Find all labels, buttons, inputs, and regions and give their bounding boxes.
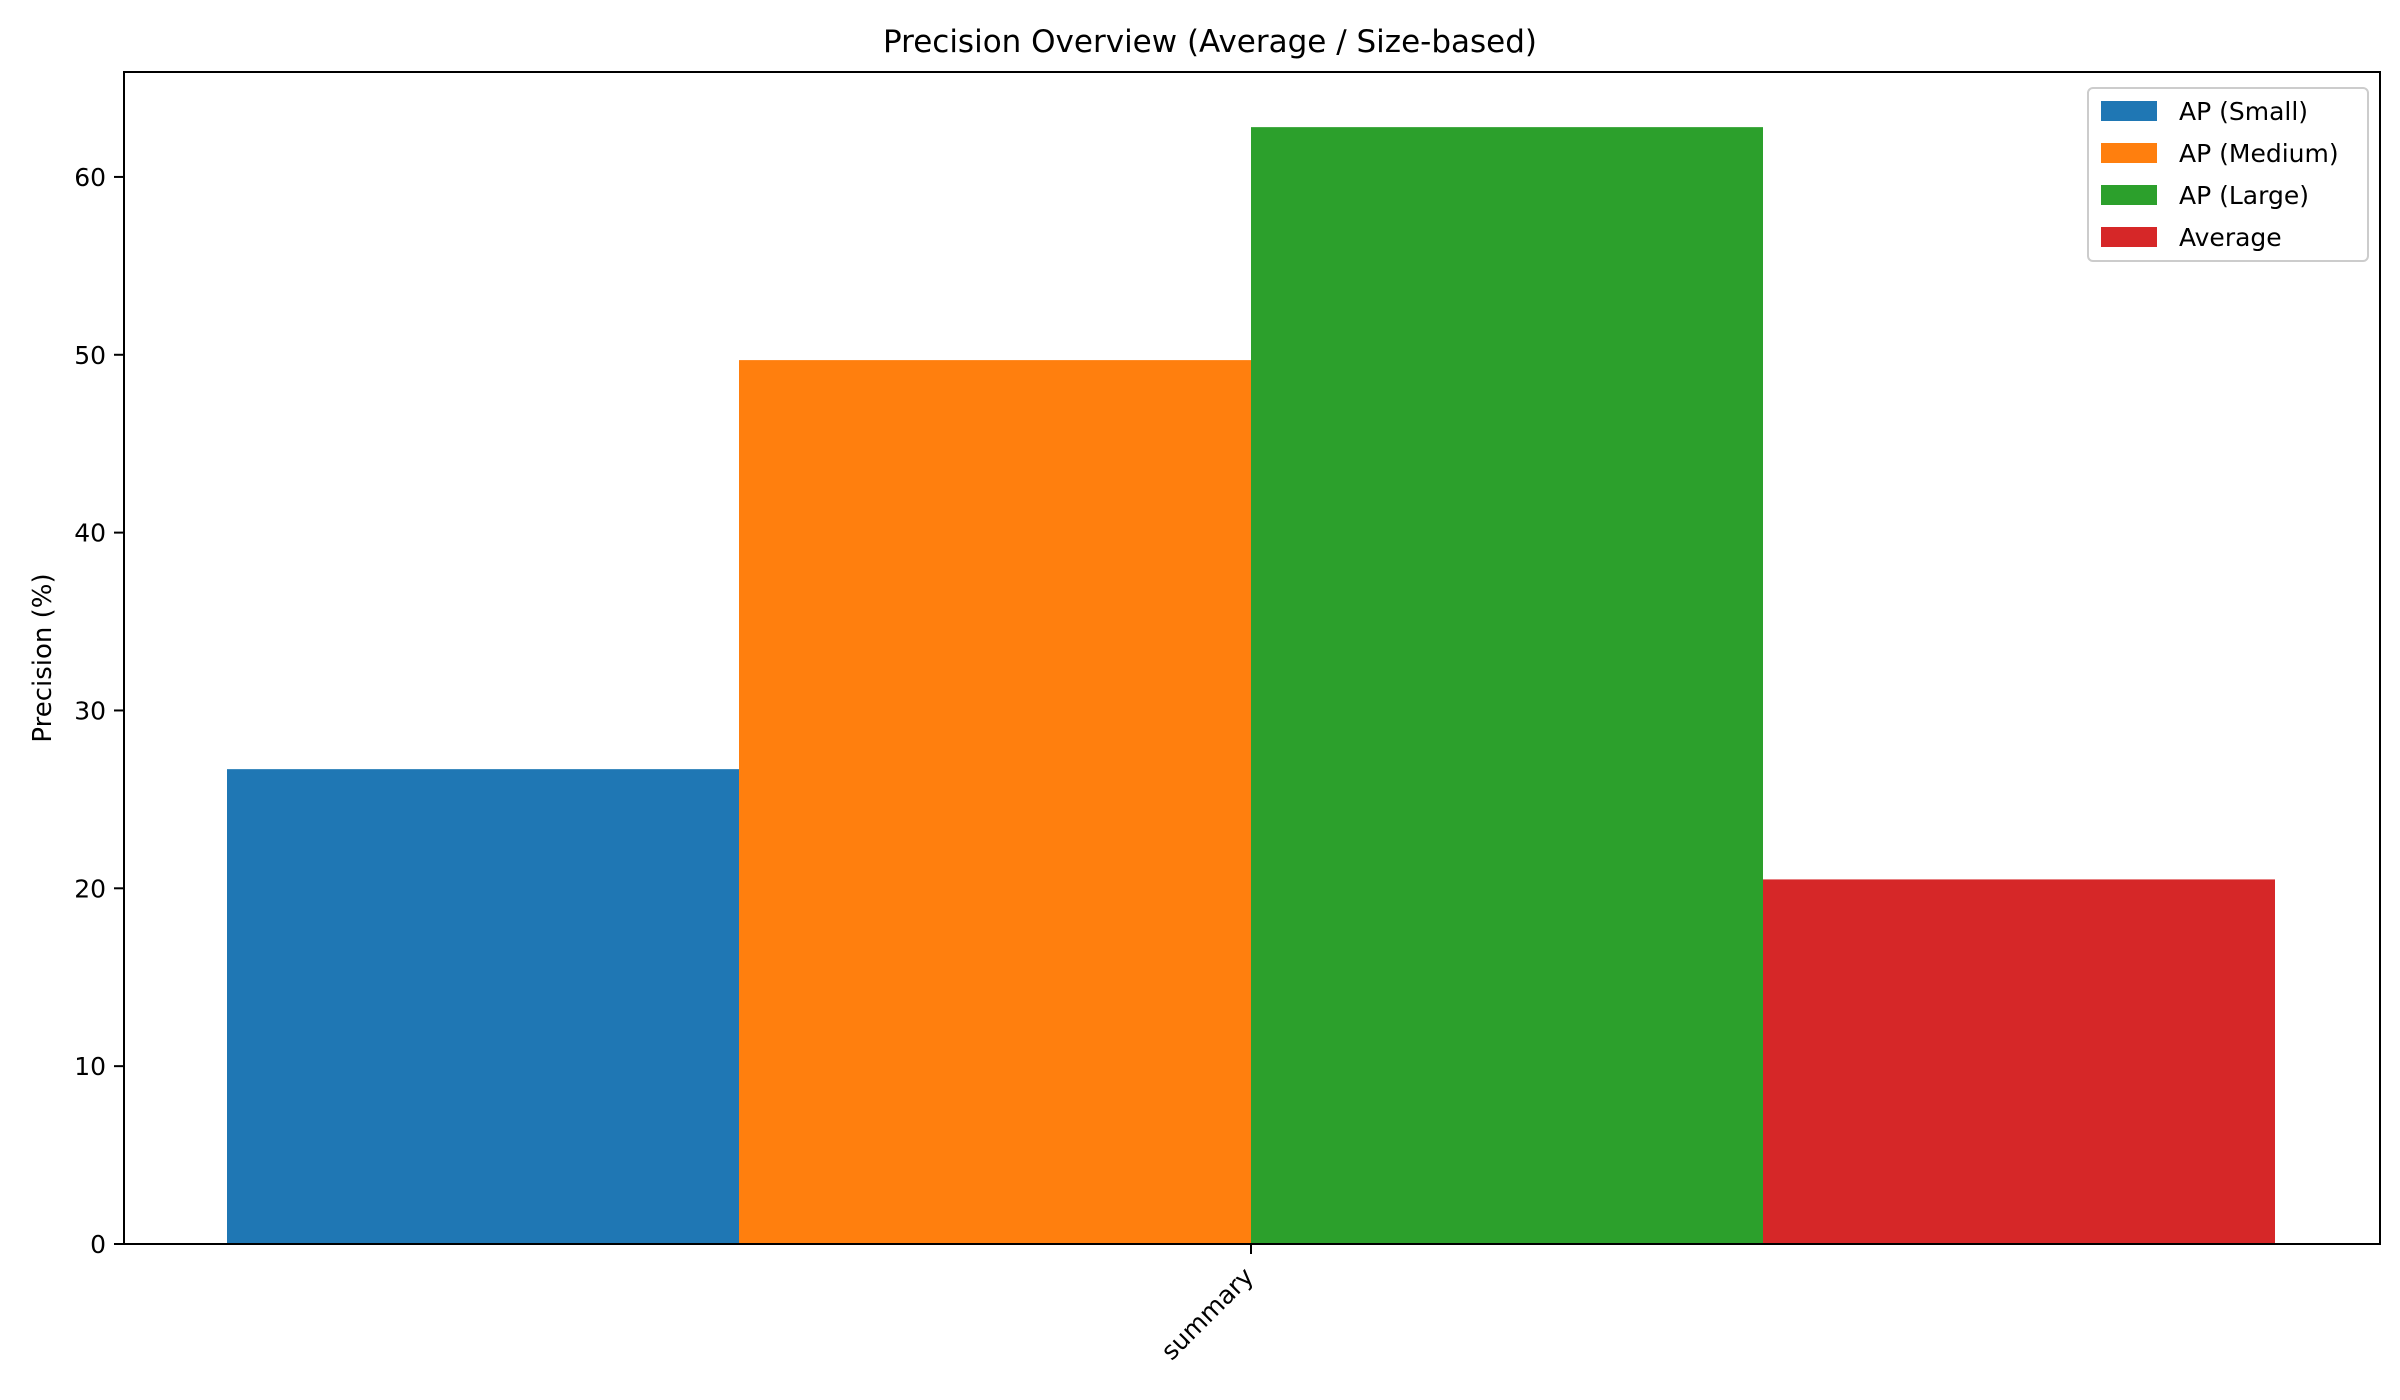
y-tick-label: 0 <box>90 1230 106 1259</box>
legend-swatch-ap-small <box>2101 101 2157 121</box>
chart-title: Precision Overview (Average / Size-based… <box>883 24 1537 60</box>
y-tick-label: 20 <box>74 874 106 903</box>
bar-ap-large <box>1251 127 1763 1244</box>
y-tick-label: 40 <box>74 519 106 548</box>
plot-area <box>123 71 2381 1245</box>
y-tick-label: 10 <box>74 1052 106 1081</box>
legend-label-average: Average <box>2179 223 2282 252</box>
bar-ap-small <box>227 769 739 1244</box>
legend-label-ap-medium: AP (Medium) <box>2179 139 2339 168</box>
legend-swatch-ap-large <box>2101 185 2157 205</box>
legend-label-ap-small: AP (Small) <box>2179 97 2308 126</box>
x-axis: summary <box>1155 1244 1259 1366</box>
legend: AP (Small) AP (Medium) AP (Large) Average <box>2087 87 2369 262</box>
x-tick-label: summary <box>1155 1262 1259 1366</box>
bar-ap-medium <box>739 360 1251 1244</box>
bar-average <box>1763 879 2275 1244</box>
y-axis: 0 10 20 30 40 50 60 <box>74 163 124 1259</box>
y-axis-label: Precision (%) <box>28 573 58 742</box>
bars <box>227 127 2275 1244</box>
legend-swatch-average <box>2101 227 2157 247</box>
legend-label-ap-large: AP (Large) <box>2179 181 2309 210</box>
y-tick-label: 50 <box>74 341 106 370</box>
legend-frame <box>2087 87 2369 262</box>
legend-swatch-ap-medium <box>2101 143 2157 163</box>
y-tick-label: 30 <box>74 696 106 725</box>
y-tick-label: 60 <box>74 163 106 192</box>
